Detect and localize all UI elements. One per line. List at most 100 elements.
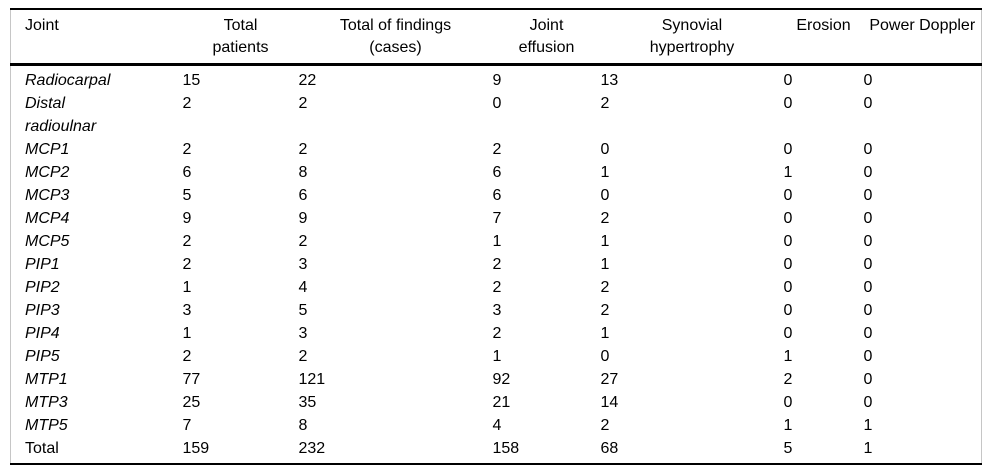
value-cell: 8 [298,164,308,181]
value-cell: 2 [600,302,610,319]
value-cell: 0 [863,187,873,204]
table-row: MCP5 2 2 1 1 0 0 [11,230,982,253]
value-cell: 121 [298,371,326,388]
value-cell: 8 [298,417,308,434]
value-cell: 0 [863,279,873,296]
value-cell: 2 [182,95,192,112]
value-cell: 2 [182,141,192,158]
value-cell: 25 [182,394,201,411]
col-header-erosion: Erosion [783,9,864,66]
value-cell: 2 [492,141,502,158]
joint-cell: MTP3 [25,394,68,411]
findings-table: Joint Total patients Total of findings (… [10,8,982,465]
value-cell: 0 [783,394,793,411]
value-cell: 0 [783,325,793,342]
value-cell: 0 [783,210,793,227]
value-cell: 2 [298,233,308,250]
value-cell: 232 [298,440,326,457]
joint-cell: PIP4 [25,325,60,342]
value-cell: 1 [863,417,873,434]
table-header: Joint Total patients Total of findings (… [10,9,982,66]
table-row: MTP3 25 35 21 14 0 0 [11,391,982,414]
table-row: PIP5 2 2 1 0 1 0 [11,345,982,368]
table-row: MCP2 6 8 6 1 1 0 [11,161,982,184]
value-cell: 5 [182,187,192,204]
value-cell: 6 [182,164,192,181]
value-cell: 2 [600,95,610,112]
value-cell: 1 [492,233,502,250]
header-line1: Erosion [796,17,851,34]
joint-cell: MCP4 [25,210,70,227]
value-cell: 21 [492,394,511,411]
joint-cell: Distal radioulnar [25,95,97,135]
col-header-total-findings: Total of findings (cases) [298,9,493,66]
value-cell: 0 [783,95,793,112]
value-cell: 0 [863,233,873,250]
value-cell: 0 [863,210,873,227]
value-cell: 6 [492,164,502,181]
table-row: PIP4 1 3 2 1 0 0 [11,322,982,345]
value-cell: 0 [783,256,793,273]
value-cell: 0 [783,141,793,158]
value-cell: 2 [182,233,192,250]
joint-cell: MCP3 [25,187,70,204]
value-cell: 9 [492,72,502,89]
value-cell: 0 [863,95,873,112]
table-row: PIP1 2 3 2 1 0 0 [11,253,982,276]
value-cell: 0 [863,394,873,411]
table-row: Total 159 232 158 68 5 1 [11,437,982,464]
value-cell: 0 [863,164,873,181]
value-cell: 0 [600,141,610,158]
value-cell: 5 [298,302,308,319]
joint-cell: MCP2 [25,164,70,181]
joint-cell: Radiocarpal [25,72,111,89]
table-body: Radiocarpal 15 22 9 13 0 0 Distal radioulnar 2 2 0… [11,65,982,465]
col-header-joint: Joint [10,9,183,66]
table-row: MCP3 5 6 6 0 0 0 [11,184,982,207]
header-line1: Synovial [661,17,723,34]
value-cell: 1 [783,348,793,365]
header-line1: Joint [25,17,59,34]
value-cell: 77 [182,371,201,388]
value-cell: 1 [600,325,610,342]
value-cell: 0 [863,72,873,89]
value-cell: 2 [298,141,308,158]
value-cell: 0 [783,302,793,319]
value-cell: 2 [783,371,793,388]
value-cell: 13 [600,72,619,89]
value-cell: 3 [182,302,192,319]
header-line2: (cases) [369,39,422,56]
col-header-synovial-hypertrophy: Synovial hypertrophy [600,9,784,66]
joint-cell: MTP5 [25,417,68,434]
value-cell: 2 [600,210,610,227]
value-cell: 7 [492,210,502,227]
table-row: MTP5 7 8 4 2 1 1 [11,414,982,437]
col-header-total-patients: Total patients [182,9,299,66]
value-cell: 22 [298,72,317,89]
col-header-joint-effusion: Joint effusion [492,9,601,66]
value-cell: 3 [298,325,308,342]
value-cell: 2 [182,256,192,273]
header-line1: Total of findings [339,17,452,34]
value-cell: 2 [298,348,308,365]
value-cell: 0 [783,233,793,250]
header-line1: Power Doppler [869,17,976,34]
value-cell: 1 [182,279,192,296]
value-cell: 0 [863,302,873,319]
joint-cell: PIP5 [25,348,60,365]
table-row: MCP1 2 2 2 0 0 0 [11,138,982,161]
value-cell: 9 [182,210,192,227]
value-cell: 0 [600,187,610,204]
value-cell: 0 [863,348,873,365]
value-cell: 2 [600,279,610,296]
value-cell: 2 [492,279,502,296]
value-cell: 0 [783,187,793,204]
value-cell: 3 [492,302,502,319]
value-cell: 1 [783,417,793,434]
header-line1: Total [223,17,258,34]
header-row: Joint Total patients Total of findings (… [10,9,982,66]
value-cell: 0 [600,348,610,365]
joint-cell: PIP3 [25,302,60,319]
joint-cell: MTP1 [25,371,68,388]
value-cell: 6 [298,187,308,204]
